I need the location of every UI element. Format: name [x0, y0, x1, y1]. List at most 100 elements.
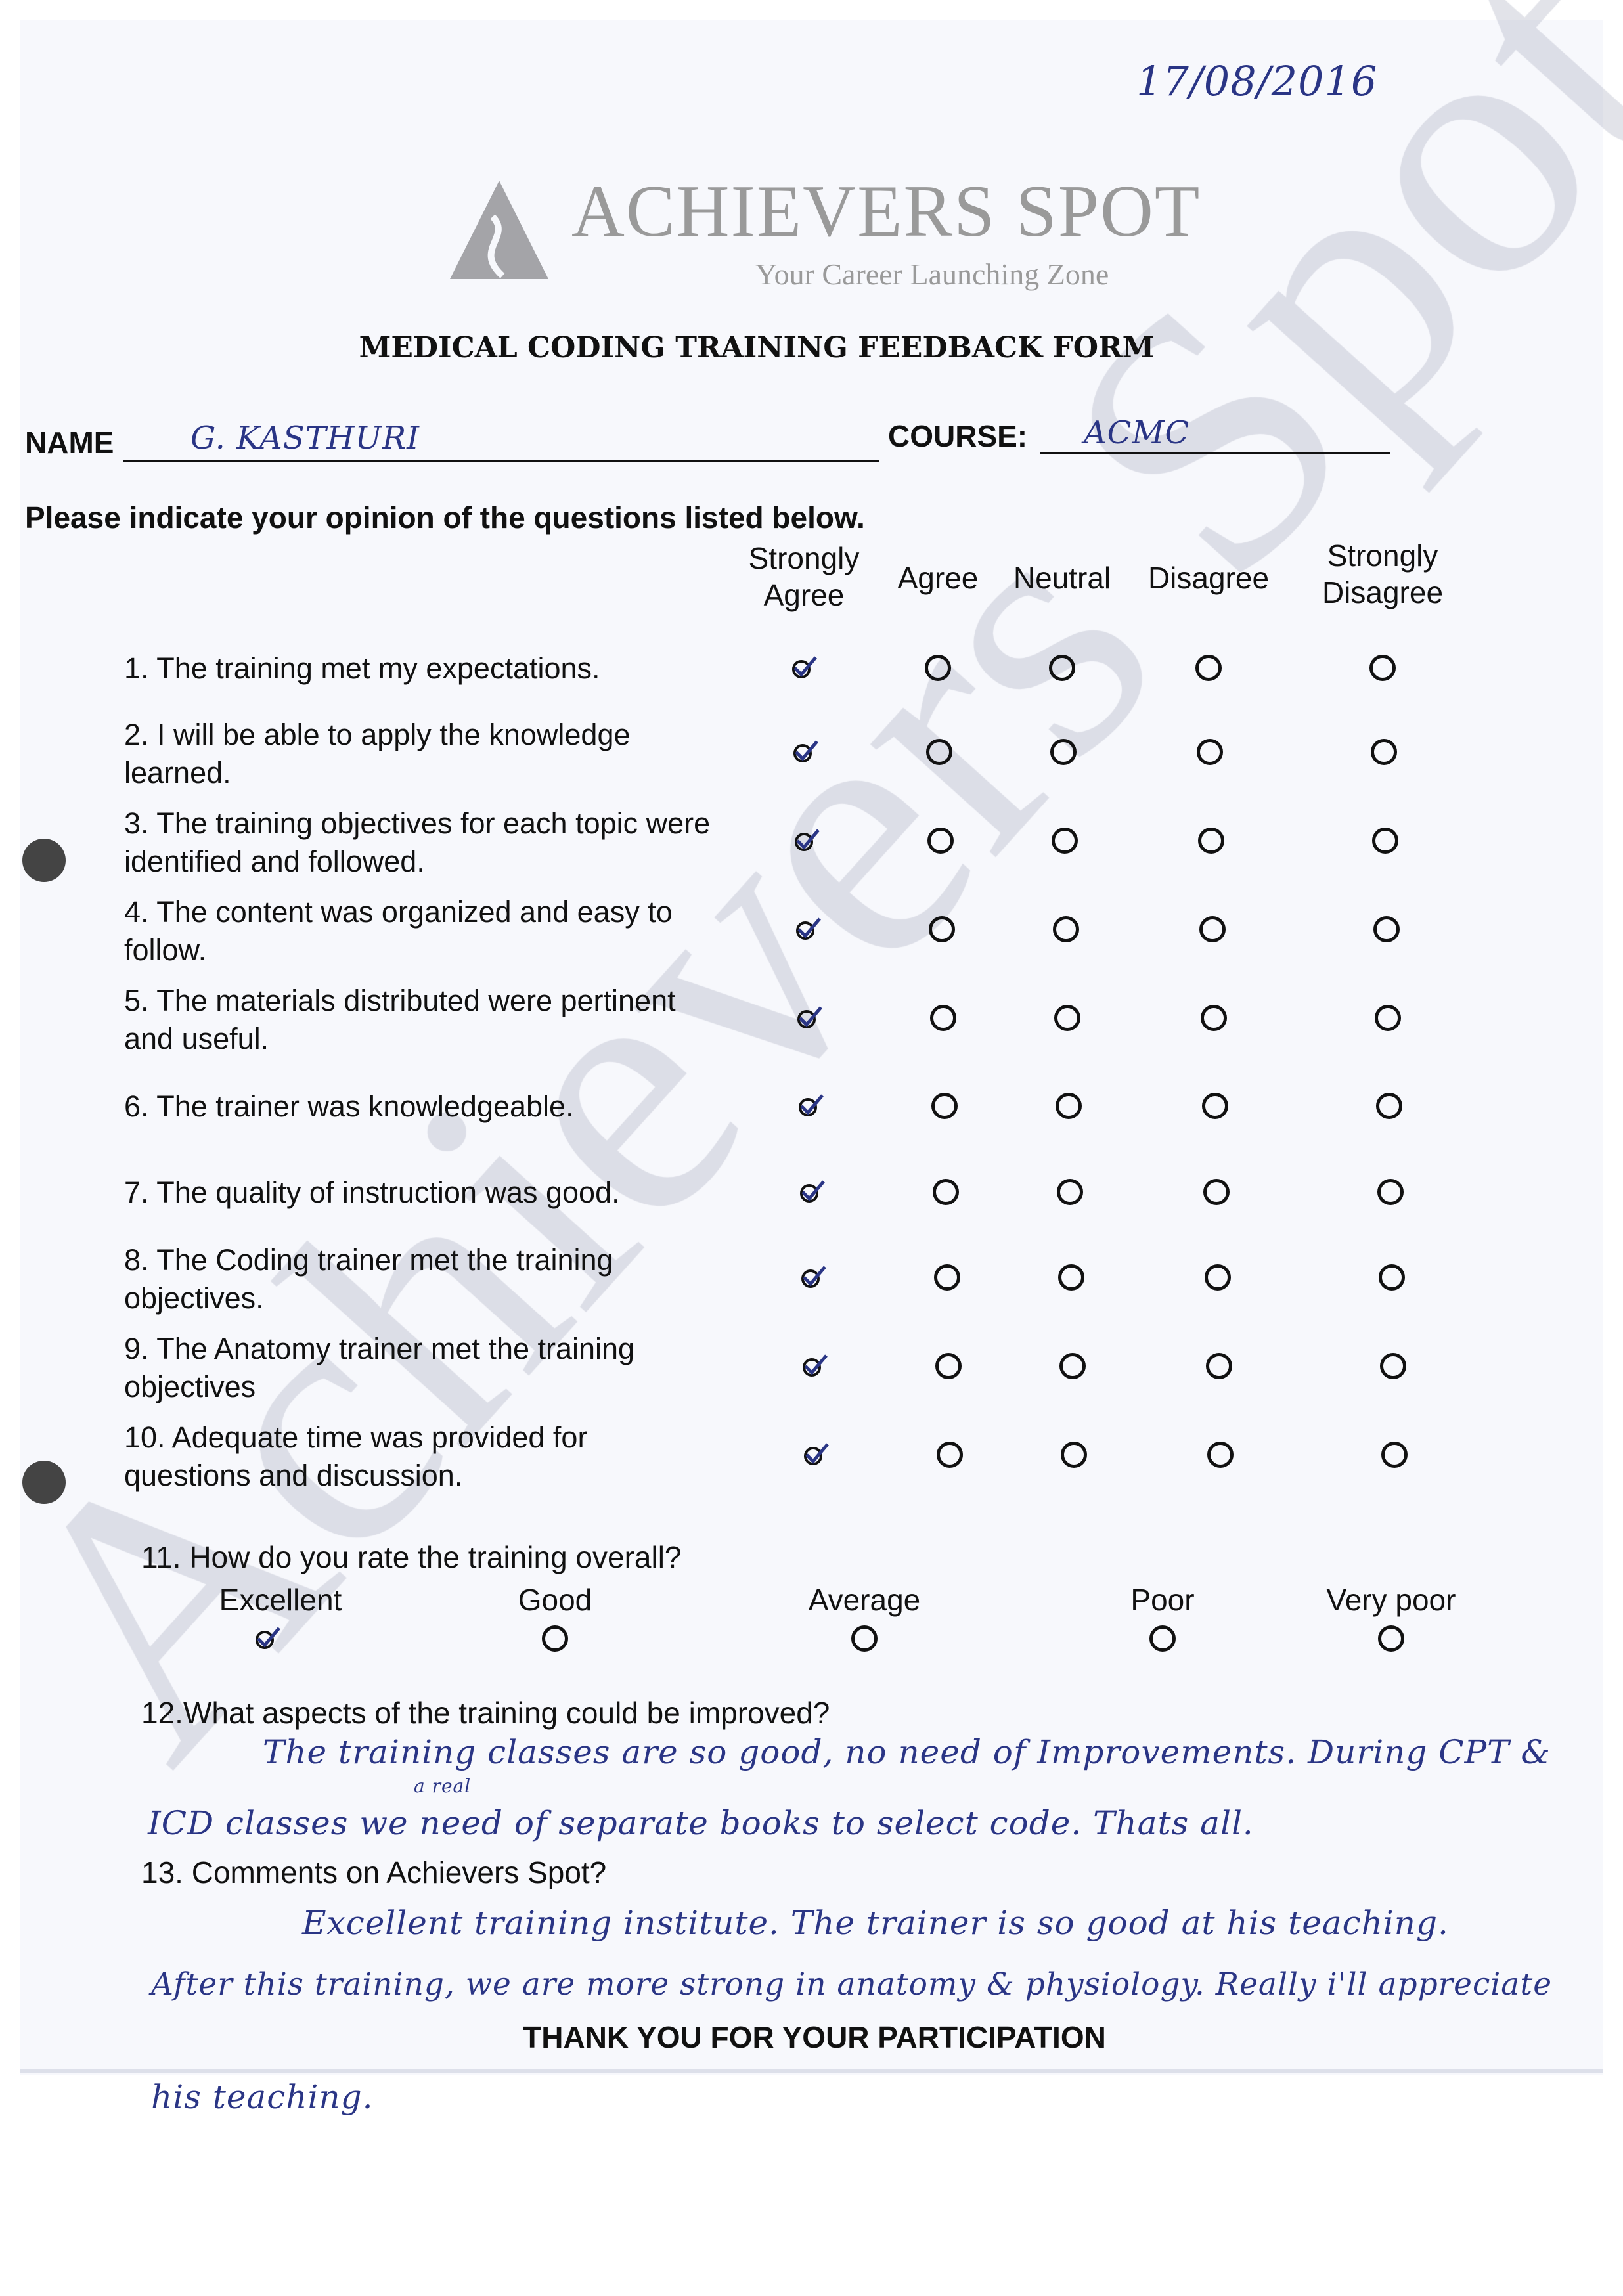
question-text: 6. The trainer was knowledgeable.: [124, 1090, 574, 1123]
form-title: MEDICAL CODING TRAINING FEEDBACK FORM: [359, 331, 1155, 364]
radio-checked[interactable]: [793, 915, 822, 944]
logo-name: ACHIEVERS SPOT: [571, 171, 1201, 252]
q12-answer-line-1: The training classes are so good, no nee…: [263, 1733, 1551, 1771]
q11-option-label: Average: [808, 1583, 921, 1617]
radio-option[interactable]: [1199, 916, 1226, 942]
radio-option[interactable]: [1369, 655, 1396, 681]
course-underline: [1040, 452, 1390, 454]
radio-option[interactable]: [1376, 1093, 1402, 1119]
q13-text: 13. Comments on Achievers Spot?: [141, 1855, 607, 1889]
q12-text: 12.What aspects of the training could be…: [141, 1696, 830, 1730]
radio-option[interactable]: [1206, 1353, 1232, 1379]
radio-checked[interactable]: [795, 1004, 824, 1032]
radio-option[interactable]: [925, 655, 951, 681]
radio-option[interactable]: [935, 1353, 962, 1379]
radio-option[interactable]: [927, 828, 954, 854]
instruction: Please indicate your opinion of the ques…: [25, 500, 865, 535]
logo-triangle-icon: [450, 181, 548, 279]
radio-option[interactable]: [1049, 655, 1075, 681]
date-handwritten: 17/08/2016: [1136, 57, 1378, 105]
punch-hole: [22, 1461, 66, 1504]
radio-checked[interactable]: [789, 653, 818, 682]
radio-option[interactable]: [933, 1179, 959, 1205]
radio-option[interactable]: [937, 1442, 963, 1468]
q13-answer-line-1: Excellent training institute. The traine…: [302, 1904, 1449, 1942]
question-text: 7. The quality of instruction was good.: [124, 1176, 620, 1209]
radio-option[interactable]: [1377, 1179, 1404, 1205]
radio-option[interactable]: [1381, 1442, 1408, 1468]
header-label: Strongly Agree: [748, 541, 860, 612]
radio-option[interactable]: [934, 1264, 960, 1291]
radio-option[interactable]: [926, 739, 952, 765]
radio-option[interactable]: [1061, 1442, 1087, 1468]
radio-option[interactable]: [1375, 1005, 1401, 1031]
question-text: 5. The materials distributed were pertin…: [124, 984, 676, 1055]
radio-option[interactable]: [1195, 655, 1222, 681]
page-edge: [20, 2069, 1603, 2073]
radio-option[interactable]: [1378, 1625, 1404, 1652]
radio-option[interactable]: [1058, 1264, 1084, 1291]
radio-option[interactable]: [1056, 1093, 1082, 1119]
radio-option[interactable]: [1203, 1179, 1230, 1205]
question-text: 9. The Anatomy trainer met the training …: [124, 1332, 635, 1403]
radio-option[interactable]: [929, 916, 955, 942]
radio-option[interactable]: [1371, 739, 1397, 765]
radio-checked[interactable]: [800, 1352, 829, 1380]
radio-option[interactable]: [1207, 1442, 1234, 1468]
footer-thanks: THANK YOU FOR YOUR PARTICIPATION: [523, 2020, 1106, 2054]
radio-checked[interactable]: [253, 1624, 282, 1653]
radio-option[interactable]: [1057, 1179, 1083, 1205]
radio-option[interactable]: [542, 1625, 568, 1652]
radio-option[interactable]: [1052, 828, 1078, 854]
q13-answer-line-2: After this training, we are more strong …: [151, 1966, 1553, 2002]
name-label: NAME: [25, 426, 114, 460]
radio-option[interactable]: [1053, 916, 1079, 942]
radio-checked[interactable]: [792, 826, 821, 855]
course-field[interactable]: ACMC: [1084, 414, 1190, 451]
radio-option[interactable]: [931, 1093, 958, 1119]
q11-option-label: Good: [518, 1583, 592, 1617]
radio-option[interactable]: [1380, 1353, 1406, 1379]
radio-option[interactable]: [1149, 1625, 1176, 1652]
radio-option[interactable]: [1197, 739, 1223, 765]
header-agree: Agree: [897, 561, 979, 595]
question-text: 10. Adequate time was provided for quest…: [124, 1421, 588, 1492]
name-field[interactable]: G. KASTHURI: [190, 420, 420, 456]
radio-option[interactable]: [1198, 828, 1224, 854]
q11-option-label: Very poor: [1326, 1583, 1456, 1617]
name-underline: [123, 460, 879, 462]
radio-option[interactable]: [851, 1625, 878, 1652]
radio-option[interactable]: [1373, 916, 1400, 942]
header-neutral: Neutral: [1013, 561, 1111, 595]
q11-option-label: Excellent: [219, 1583, 342, 1617]
header-strongly-agree: Strongly Agree: [742, 540, 866, 613]
radio-checked[interactable]: [797, 1178, 826, 1206]
logo-tagline: Your Career Launching Zone: [755, 257, 1109, 291]
q12-insert: a real: [414, 1775, 472, 1797]
header-strongly-disagree: Strongly Disagree: [1307, 537, 1458, 611]
question-text: 8. The Coding trainer met the training o…: [124, 1243, 613, 1315]
radio-checked[interactable]: [801, 1440, 830, 1469]
radio-checked[interactable]: [796, 1092, 825, 1120]
radio-checked[interactable]: [791, 738, 820, 766]
header-disagree: Disagree: [1147, 561, 1270, 595]
radio-option[interactable]: [930, 1005, 956, 1031]
question-text: 1. The training met my expectations.: [124, 651, 600, 685]
radio-option[interactable]: [1379, 1264, 1405, 1291]
q11-text: 11. How do you rate the training overall…: [141, 1540, 682, 1574]
punch-hole: [22, 839, 66, 882]
radio-option[interactable]: [1372, 828, 1398, 854]
radio-option[interactable]: [1054, 1005, 1080, 1031]
radio-option[interactable]: [1050, 739, 1077, 765]
course-label: COURSE:: [888, 419, 1028, 453]
q11-option-label: Poor: [1130, 1583, 1195, 1617]
header-label: Strongly Disagree: [1322, 539, 1444, 609]
radio-option[interactable]: [1205, 1264, 1231, 1291]
radio-checked[interactable]: [799, 1263, 828, 1292]
radio-option[interactable]: [1202, 1093, 1228, 1119]
radio-option[interactable]: [1201, 1005, 1227, 1031]
q13-answer-line-3: his teaching.: [151, 2078, 374, 2116]
question-text: 3. The training objectives for each topi…: [124, 806, 711, 878]
radio-option[interactable]: [1059, 1353, 1086, 1379]
q12-answer-line-2: ICD classes we need of separate books to…: [148, 1804, 1254, 1842]
